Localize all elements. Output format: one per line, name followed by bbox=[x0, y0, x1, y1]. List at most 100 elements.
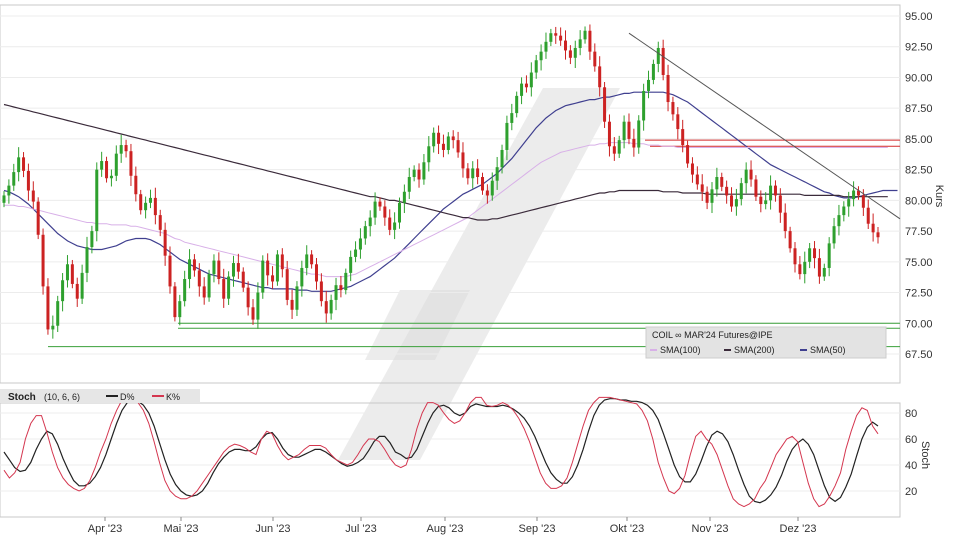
candle bbox=[402, 184, 406, 214]
candle bbox=[456, 131, 460, 158]
candle bbox=[598, 56, 602, 97]
candle bbox=[627, 113, 631, 145]
candle bbox=[363, 220, 367, 245]
candle bbox=[251, 299, 255, 325]
candle bbox=[437, 125, 441, 155]
candle bbox=[41, 228, 45, 295]
candle bbox=[231, 255, 235, 287]
stoch-params: (10, 6, 6) bbox=[44, 392, 80, 402]
candle bbox=[534, 54, 538, 79]
candle bbox=[241, 267, 245, 292]
candle bbox=[524, 75, 528, 93]
candle bbox=[852, 181, 856, 207]
candle bbox=[393, 212, 397, 240]
price-tick-label: 95.00 bbox=[905, 11, 933, 23]
candle bbox=[134, 166, 138, 202]
candle bbox=[466, 163, 470, 185]
candle bbox=[344, 268, 348, 295]
price-tick-label: 82.50 bbox=[905, 165, 933, 177]
candle bbox=[56, 295, 60, 332]
candle bbox=[119, 134, 123, 163]
candle bbox=[158, 209, 162, 237]
candle bbox=[593, 43, 597, 72]
stoch-lines bbox=[3, 396, 879, 508]
candle bbox=[695, 166, 699, 190]
candle bbox=[617, 135, 621, 158]
candle bbox=[95, 162, 99, 242]
candle bbox=[227, 271, 231, 305]
candle bbox=[520, 77, 524, 105]
candle bbox=[471, 161, 475, 189]
stoch-legend-label: K% bbox=[166, 392, 180, 402]
candle bbox=[871, 213, 875, 242]
candle bbox=[822, 263, 826, 281]
candle bbox=[349, 250, 353, 282]
candle bbox=[744, 162, 748, 194]
candle bbox=[603, 82, 607, 128]
price-tick-label: 72.50 bbox=[905, 288, 933, 300]
x-tick-label: Sep '23 bbox=[519, 523, 556, 535]
candle bbox=[271, 266, 275, 289]
candle bbox=[295, 281, 299, 317]
watermark-logo bbox=[338, 88, 620, 460]
candle bbox=[61, 273, 65, 312]
candle bbox=[319, 273, 323, 307]
candle bbox=[202, 277, 206, 305]
candle bbox=[144, 196, 148, 219]
x-tick-label: Mai '23 bbox=[163, 523, 198, 535]
sma-line bbox=[3, 103, 888, 221]
candle bbox=[676, 107, 680, 140]
candle bbox=[788, 226, 792, 253]
price-tick-label: 87.50 bbox=[905, 103, 933, 115]
candle bbox=[85, 236, 89, 283]
candle bbox=[573, 40, 577, 68]
candle bbox=[407, 167, 411, 200]
stoch-y-axis-title: Stoch bbox=[919, 441, 931, 469]
candle bbox=[642, 83, 646, 131]
candle bbox=[739, 177, 743, 206]
candle bbox=[661, 39, 665, 81]
candle bbox=[783, 203, 787, 239]
candle bbox=[539, 44, 543, 71]
candle bbox=[168, 246, 172, 294]
stoch-tick-label: 20 bbox=[905, 486, 917, 498]
stoch-line bbox=[3, 398, 879, 504]
candle bbox=[803, 251, 807, 284]
candle bbox=[612, 137, 616, 161]
candle bbox=[832, 217, 836, 249]
candle bbox=[632, 128, 636, 157]
candle bbox=[427, 136, 431, 172]
trendline-segment bbox=[628, 32, 901, 220]
candle bbox=[358, 228, 362, 259]
candle bbox=[749, 160, 753, 187]
candle bbox=[720, 172, 724, 192]
x-tick-label: Okt '23 bbox=[610, 523, 645, 535]
candle bbox=[217, 252, 221, 285]
price-legend-entries: SMA(100) SMA(200) SMA(50) bbox=[650, 345, 846, 355]
price-tick-label: 92.50 bbox=[905, 42, 933, 54]
candle bbox=[397, 197, 402, 229]
trendline bbox=[628, 32, 901, 220]
price-y-axis: 95.00 92.50 90.00 87.50 85.00 82.50 80.00 77.50… bbox=[905, 11, 933, 361]
price-grid bbox=[0, 15, 900, 355]
candle bbox=[607, 114, 611, 157]
candle bbox=[622, 115, 626, 149]
candle bbox=[700, 174, 704, 201]
candle bbox=[764, 192, 768, 210]
candle bbox=[383, 200, 387, 226]
candle bbox=[725, 180, 729, 204]
candle bbox=[290, 289, 294, 319]
candle bbox=[808, 243, 812, 269]
candle bbox=[334, 277, 338, 311]
candle bbox=[178, 294, 182, 326]
candle bbox=[148, 189, 152, 209]
candle bbox=[422, 154, 426, 185]
candle bbox=[173, 282, 177, 322]
candle bbox=[261, 255, 265, 299]
legend-label: SMA(200) bbox=[734, 345, 775, 355]
candle bbox=[368, 210, 372, 237]
candle bbox=[222, 268, 226, 308]
candle bbox=[451, 130, 455, 149]
candle bbox=[651, 59, 655, 85]
